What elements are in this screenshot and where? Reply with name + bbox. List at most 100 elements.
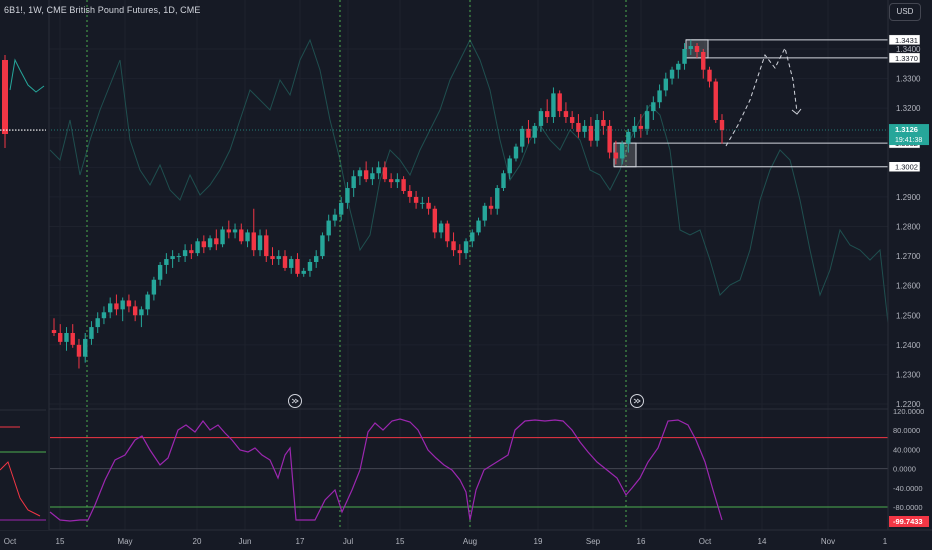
candle-body xyxy=(544,111,550,118)
candle-body xyxy=(139,309,144,316)
time-tick-label: 16 xyxy=(637,537,646,546)
candle-body xyxy=(295,259,300,274)
drawn-rectangles[interactable] xyxy=(613,39,888,168)
currency-button[interactable]: USD xyxy=(889,3,921,21)
price-tick-label: 1.2300 xyxy=(896,370,921,379)
candle-body xyxy=(495,188,500,209)
time-tick-label: 17 xyxy=(296,537,305,546)
level-label: 1.3002 xyxy=(895,163,918,172)
candle-body xyxy=(626,131,631,144)
candle-body xyxy=(607,125,612,153)
time-tick-label: Aug xyxy=(463,537,477,546)
candle-body xyxy=(83,338,88,357)
candle-body xyxy=(338,202,344,215)
candle-body xyxy=(201,241,207,248)
candle-body xyxy=(438,223,444,233)
candle-body xyxy=(332,214,338,221)
chart-title: 6B1!, 1W, CME British Pound Futures, 1D,… xyxy=(4,5,201,15)
candle-body xyxy=(563,111,569,118)
candle-body xyxy=(651,102,656,112)
candle-body xyxy=(301,270,306,274)
candle-body xyxy=(189,250,194,254)
candle-body xyxy=(457,250,462,254)
candle-body xyxy=(476,220,481,233)
time-tick-label: Sep xyxy=(586,537,601,546)
time-tick-label: Jul xyxy=(343,537,353,546)
time-tick-label: May xyxy=(117,537,132,546)
candle-body xyxy=(145,294,150,310)
time-tick-label: 15 xyxy=(56,537,65,546)
osc-tick-label: 120.0000 xyxy=(893,407,924,416)
candle-body xyxy=(451,241,456,251)
candle-body xyxy=(557,93,562,112)
osc-value-label: -99.7433 xyxy=(893,517,923,526)
candle-body xyxy=(320,235,325,257)
osc-tick-label: 80.0000 xyxy=(893,426,920,435)
candle-body xyxy=(644,111,650,129)
candle-body xyxy=(663,78,669,91)
time-tick-label: Jun xyxy=(239,537,252,546)
price-tick-label: 1.2900 xyxy=(896,193,921,202)
candle-body xyxy=(382,167,388,180)
osc-tick-label: -40.0000 xyxy=(893,484,923,493)
oscillator-pane xyxy=(49,418,888,522)
candle-body xyxy=(638,125,644,129)
projection-path[interactable] xyxy=(725,46,802,147)
projected-path xyxy=(725,46,798,147)
level-label: 1.3370 xyxy=(895,54,918,63)
candle-body xyxy=(588,125,594,141)
candle-body xyxy=(70,333,75,345)
candle-body xyxy=(694,46,700,52)
candle-body xyxy=(151,279,157,295)
candle-body xyxy=(101,312,107,319)
price-tick-label: 1.3400 xyxy=(896,45,921,54)
candle-body xyxy=(89,327,94,339)
oscillator-axis[interactable]: 120.0000 80.0000 40.0000 0.0000 -40.0000 -80.… xyxy=(889,407,929,527)
last-price-label: 1.3126 xyxy=(895,125,918,134)
candle-body xyxy=(182,250,188,257)
candle-body xyxy=(526,128,531,138)
candle-body xyxy=(176,256,182,258)
candle-body xyxy=(576,122,581,132)
candle-body xyxy=(345,188,350,203)
price-tick-label: 1.2400 xyxy=(896,341,921,350)
candle-body xyxy=(551,93,556,118)
candle-body xyxy=(207,238,213,248)
candle-body xyxy=(713,81,718,120)
candle-body xyxy=(157,264,163,280)
projection-arrowhead xyxy=(791,108,802,115)
osc-value-box xyxy=(889,516,929,527)
candle-body xyxy=(413,196,419,203)
candle-body xyxy=(64,333,69,342)
level-label: 1.3431 xyxy=(895,36,918,45)
level-label-box xyxy=(888,161,921,172)
time-tick-label: 20 xyxy=(193,537,202,546)
price-axis[interactable]: 1.34001.33001.32001.31001.30001.29001.28… xyxy=(887,0,929,530)
candle-body xyxy=(370,173,375,180)
event-icons[interactable] xyxy=(288,394,644,408)
time-tick-label: Nov xyxy=(821,537,835,546)
mini-osc-line xyxy=(0,461,41,517)
time-axis[interactable]: Oct 15 May 20 Jun 17 Jul 15 Aug 19 Sep 16 Oct 14 Nov 1 xyxy=(0,529,932,546)
candlestick-series xyxy=(0,39,888,369)
candle-body xyxy=(376,167,381,174)
candle-body xyxy=(239,229,244,242)
candle-body xyxy=(676,63,681,70)
event-arrow-glyph xyxy=(633,398,641,404)
candle-body xyxy=(507,158,512,174)
candle-body xyxy=(688,46,693,49)
osc-tick-label: 40.0000 xyxy=(893,445,920,454)
osc-tick-label: 0.0000 xyxy=(893,465,916,474)
price-tick-label: 1.2500 xyxy=(896,311,921,320)
candle-body xyxy=(569,117,575,123)
price-tick-label: 1.2600 xyxy=(896,282,921,291)
candle-body xyxy=(220,229,225,245)
candle-body xyxy=(214,238,219,245)
candle-body xyxy=(132,306,138,316)
time-tick-label: 19 xyxy=(534,537,543,546)
candle-body xyxy=(245,232,250,242)
candle-body xyxy=(582,125,587,132)
candle-body xyxy=(58,333,63,342)
level-label-box xyxy=(888,34,921,46)
